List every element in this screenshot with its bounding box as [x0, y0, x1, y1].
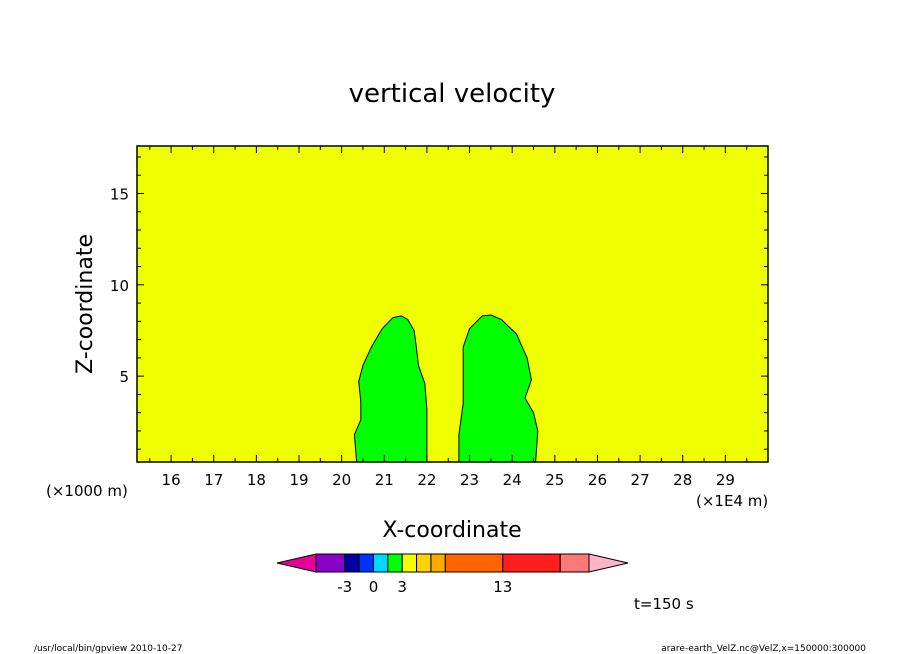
- x-tick-label: 22: [417, 471, 436, 489]
- x-tick-label: 23: [460, 471, 479, 489]
- colorbar-tick-labels: -3 0 3 13: [337, 578, 512, 596]
- colorbar-segment: [430, 553, 446, 573]
- x-axis-label: X-coordinate: [382, 518, 521, 543]
- y-axis-ticks: 5 10 15: [110, 156, 768, 450]
- plot-background: [137, 146, 768, 462]
- x-unit-left: (×1000 m): [46, 482, 128, 500]
- x-tick-label: 17: [204, 471, 223, 489]
- colorbar-arrow-low: [276, 553, 317, 573]
- colorbar-segment: [559, 553, 590, 573]
- colorbar-tick-label: 13: [493, 578, 512, 596]
- colorbar-segment: [372, 553, 389, 573]
- x-unit-right: (×1E4 m): [696, 492, 768, 510]
- contour-regions: [353, 314, 539, 463]
- x-tick-label: 16: [162, 471, 181, 489]
- chart-title: vertical velocity: [349, 79, 556, 109]
- colorbar-tick-label: -3: [337, 578, 352, 596]
- y-axis-label: Z-coordinate: [73, 234, 98, 374]
- colorbar-arrow-high: [588, 553, 629, 573]
- colorbar-tick-label: 0: [369, 578, 379, 596]
- x-tick-label: 19: [289, 471, 308, 489]
- colorbar-segment: [358, 553, 374, 573]
- y-tick-label: 15: [110, 185, 129, 203]
- colorbar-segment: [344, 553, 360, 573]
- contour-region-0: [353, 315, 428, 463]
- x-tick-label: 27: [631, 471, 650, 489]
- colorbar-segment: [315, 553, 346, 573]
- y-tick-label: 10: [110, 277, 129, 295]
- x-tick-label: 28: [673, 471, 692, 489]
- plot-area: 16 17 18 19 20 21 22 23 24 25 26 27 28 29 5 10 15: [110, 145, 769, 489]
- x-tick-label: 18: [247, 471, 266, 489]
- x-tick-label: 20: [332, 471, 351, 489]
- footer-left: /usr/local/bin/gpview 2010-10-27: [34, 644, 182, 654]
- x-tick-label: 25: [545, 471, 564, 489]
- x-tick-label: 26: [588, 471, 607, 489]
- colorbar-segment: [444, 553, 504, 573]
- colorbar-segment: [401, 553, 418, 573]
- colorbar-segment: [502, 553, 561, 573]
- contour-region-1: [458, 314, 539, 463]
- colorbar-segment: [416, 553, 432, 573]
- x-tick-label: 29: [716, 471, 735, 489]
- time-annotation: t=150 s: [634, 595, 694, 613]
- x-tick-label: 24: [503, 471, 522, 489]
- footer-right: arare-earth_VelZ.nc@VelZ,x=150000:300000: [661, 644, 866, 654]
- plot-frame: [136, 145, 769, 463]
- colorbar-segment: [387, 553, 403, 573]
- x-axis-ticks: 16 17 18 19 20 21 22 23 24 25 26 27 28 29: [149, 146, 769, 489]
- x-tick-label: 21: [375, 471, 394, 489]
- y-tick-label: 5: [119, 368, 129, 386]
- colorbar: [276, 553, 629, 573]
- colorbar-tick-label: 3: [397, 578, 407, 596]
